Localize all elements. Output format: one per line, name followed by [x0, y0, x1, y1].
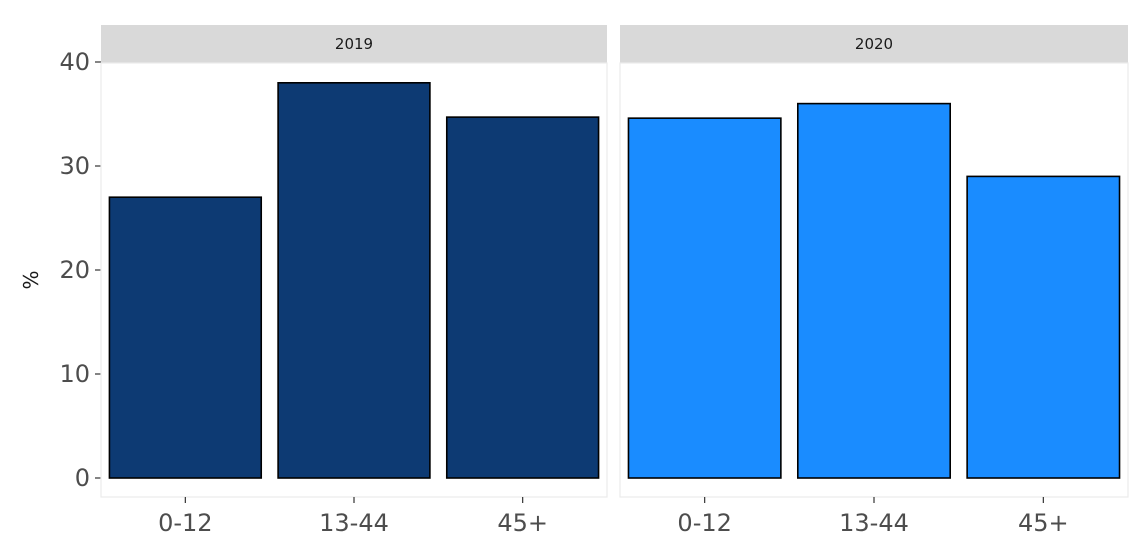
facet-strip-label: 2020: [855, 35, 893, 53]
y-tick-label: 0: [75, 464, 90, 492]
y-axis-title: %: [19, 270, 43, 289]
bar-2020-0-12: [627, 117, 782, 479]
x-tick-label: 13-44: [839, 509, 909, 537]
facet-strip-2020: [620, 25, 1128, 63]
y-tick-label: 40: [59, 48, 90, 76]
x-tick-label: 0-12: [158, 509, 212, 537]
bar-2019-13-44: [277, 82, 431, 479]
x-tick-label: 45+: [497, 509, 548, 537]
facet-strip-label: 2019: [335, 35, 373, 53]
x-tick-label: 13-44: [319, 509, 389, 537]
bar-2019-0-12: [108, 196, 263, 479]
y-tick-label: 20: [59, 256, 90, 284]
x-tick-label: 0-12: [677, 509, 731, 537]
y-tick-label: 10: [59, 360, 90, 388]
bar-2020-13-44: [796, 102, 951, 479]
bar-2020-45+: [966, 175, 1121, 479]
facet-strip-2019: [101, 25, 607, 63]
y-tick-label: 30: [59, 152, 90, 180]
bar-2019-45+: [445, 116, 600, 479]
x-tick-label: 45+: [1018, 509, 1069, 537]
